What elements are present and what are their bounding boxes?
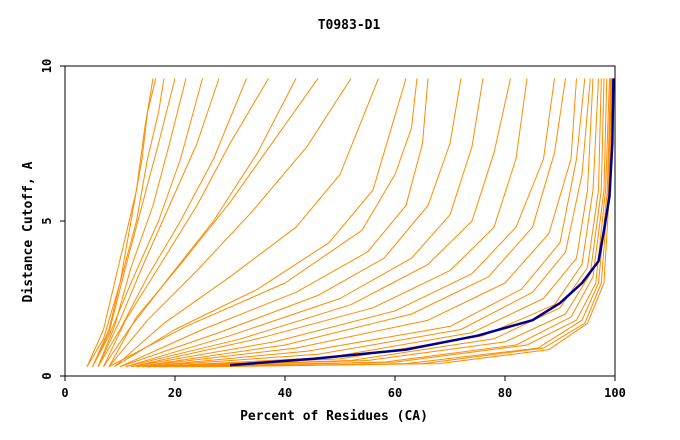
model-line-2 <box>92 78 157 367</box>
model-line-21 <box>130 78 555 368</box>
x-tick-label: 20 <box>168 386 182 400</box>
model-line-33 <box>202 78 612 368</box>
x-tick-label: 40 <box>278 386 292 400</box>
y-axis-label: Distance Cutoff, A <box>21 161 36 302</box>
model-line-13 <box>114 78 379 368</box>
chart-title: T0983-D1 <box>318 18 381 33</box>
model-line-5 <box>97 78 187 367</box>
model-line-24 <box>141 78 586 368</box>
x-axis-ticks: 0 20 40 60 80 100 <box>61 376 626 400</box>
y-axis-ticks: 0 5 10 <box>40 59 65 380</box>
model-line-16 <box>119 78 429 368</box>
model-line-15 <box>108 78 418 368</box>
model-line-31 <box>174 78 610 368</box>
model-line-25 <box>141 78 591 368</box>
x-tick-label: 80 <box>498 386 512 400</box>
highlight-line-group <box>229 78 615 367</box>
model-lines <box>86 78 613 368</box>
x-tick-label: 60 <box>388 386 402 400</box>
model-line-1 <box>86 78 154 367</box>
plot-area <box>86 78 615 368</box>
x-tick-label: 0 <box>61 386 68 400</box>
model-line-6 <box>92 78 203 367</box>
x-tick-label: 100 <box>604 386 626 400</box>
x-axis-label: Percent of Residues (CA) <box>240 409 428 424</box>
model-line-22 <box>136 78 566 368</box>
model-line-9 <box>103 78 269 367</box>
model-line-19 <box>125 78 511 368</box>
model-line-27 <box>147 78 599 368</box>
model-line-12 <box>108 78 352 368</box>
y-tick-label: 10 <box>40 59 54 73</box>
model-line-23 <box>136 78 577 368</box>
model-line-32 <box>185 78 612 368</box>
model-line-4 <box>92 78 176 367</box>
model-line-11 <box>108 78 319 367</box>
model-line-30 <box>163 78 608 368</box>
model-line-18 <box>125 78 484 368</box>
model-line-3 <box>86 78 165 367</box>
highlight-line <box>229 78 615 367</box>
y-tick-label: 0 <box>40 372 54 379</box>
y-tick-label: 5 <box>40 217 54 224</box>
model-line-8 <box>97 78 247 367</box>
model-line-17 <box>119 78 462 368</box>
model-line-14 <box>114 78 407 368</box>
model-line-20 <box>130 78 528 368</box>
model-line-10 <box>103 78 297 367</box>
model-line-29 <box>158 78 605 368</box>
model-line-7 <box>97 78 220 367</box>
